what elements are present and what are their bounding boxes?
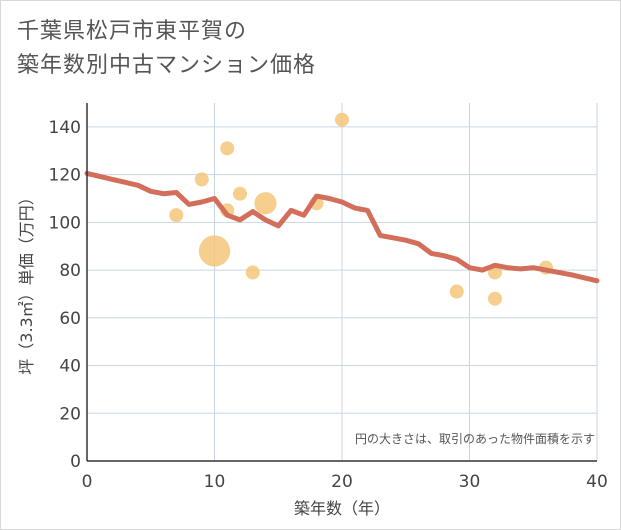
- data-bubble: [198, 235, 231, 267]
- data-bubble: [233, 186, 247, 201]
- y-axis-title: 坪（3.3㎡）単価（万円）: [17, 189, 36, 374]
- y-tick-label: 80: [59, 261, 81, 281]
- data-bubble: [488, 291, 502, 306]
- bubble-size-note: 円の大きさは、取引のあった物件面積を示す: [355, 431, 595, 446]
- data-bubble: [449, 284, 464, 299]
- data-bubble: [220, 141, 235, 156]
- x-tick-label: 10: [204, 472, 226, 492]
- y-gridlines: [87, 126, 597, 414]
- x-tick-label: 30: [459, 472, 481, 492]
- data-bubble: [194, 172, 209, 187]
- chart-title-line-1: 千葉県松戸市東平賀の: [17, 19, 248, 44]
- chart-title: 千葉県松戸市東平賀の 築年数別中古マンション価格: [17, 15, 316, 83]
- y-tick-label: 0: [70, 452, 81, 472]
- y-tick-label: 120: [49, 166, 81, 186]
- chart-title-line-2: 築年数別中古マンション価格: [17, 53, 317, 78]
- trend-line: [84, 170, 600, 284]
- x-tick-label: 20: [331, 472, 353, 492]
- data-bubble: [169, 208, 184, 223]
- y-tick-label: 140: [49, 118, 81, 138]
- y-tick-label: 100: [49, 213, 81, 233]
- x-tick-labels: 0 10 20 30 40: [82, 472, 608, 492]
- y-tick-labels: 0 20 40 60 80 100 120 140: [49, 118, 81, 472]
- data-bubble: [335, 112, 349, 127]
- data-bubble: [254, 192, 277, 215]
- y-tick-label: 40: [59, 357, 81, 377]
- x-tick-label: 0: [82, 472, 93, 492]
- y-tick-label: 20: [59, 404, 81, 424]
- x-axis-title: 築年数（年）: [294, 499, 390, 518]
- x-tick-label: 40: [586, 472, 608, 492]
- data-bubble: [245, 265, 260, 280]
- y-tick-label: 60: [59, 309, 81, 329]
